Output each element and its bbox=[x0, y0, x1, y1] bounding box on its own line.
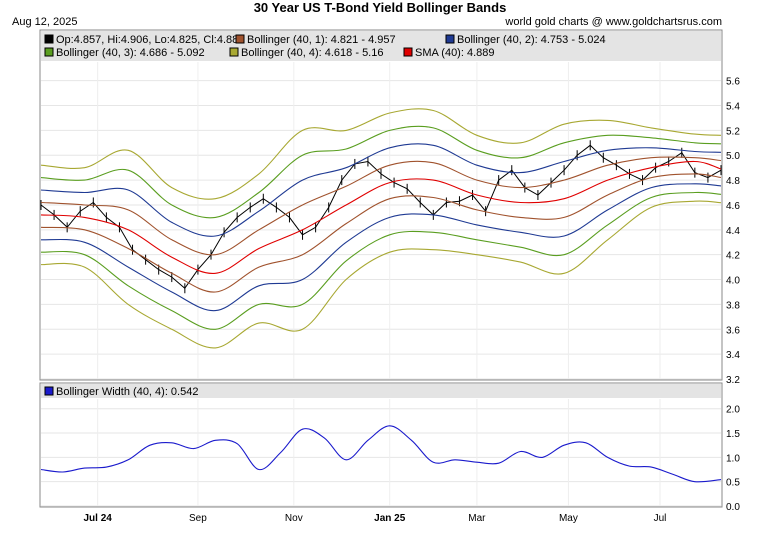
price-y-tick-label: 5.4 bbox=[726, 102, 740, 113]
chart-source: world gold charts @ www.goldchartsrus.co… bbox=[504, 16, 722, 28]
series-line-bollinger-40-4-lower bbox=[40, 200, 722, 349]
legend-label-bb4: Bollinger (40, 4): 4.618 - 5.16 bbox=[241, 47, 383, 59]
x-tick-label: Mar bbox=[468, 513, 486, 524]
price-y-ticks: 3.2 3.4 3.6 3.8 4.0 4.2 4.4 4.6 4.8 5.0 5.2 5.4 5.6 bbox=[726, 77, 740, 386]
legend-swatch-sma bbox=[403, 47, 413, 57]
width-y-tick-label: 1.5 bbox=[726, 429, 740, 440]
x-tick-label: Nov bbox=[285, 513, 303, 524]
x-tick-label: May bbox=[559, 513, 578, 524]
price-y-tick-label: 5.6 bbox=[726, 77, 740, 88]
series-line-bollinger-40-2-lower bbox=[40, 183, 722, 312]
price-y-tick-label: 4.8 bbox=[726, 176, 740, 187]
width-series-group bbox=[40, 425, 722, 483]
x-tick-label: Sep bbox=[189, 513, 207, 524]
legend-label-sma: SMA (40): 4.889 bbox=[415, 47, 495, 59]
price-y-tick-label: 3.8 bbox=[726, 300, 740, 311]
series-line-bollinger-width bbox=[40, 425, 722, 483]
legend-swatch-bb3 bbox=[44, 47, 54, 57]
price-y-tick-label: 4.0 bbox=[726, 276, 740, 287]
width-panel-frame bbox=[39, 382, 723, 508]
series-line-bollinger-40-3-lower bbox=[40, 191, 722, 330]
width-grid bbox=[41, 399, 721, 507]
width-y-tick-label: 0.0 bbox=[726, 502, 740, 513]
width-y-tick-label: 2.0 bbox=[726, 405, 740, 416]
chart-title: 30 Year US T-Bond Yield Bollinger Bands bbox=[254, 0, 507, 15]
price-series-group bbox=[40, 108, 722, 349]
legend-swatch-bb1 bbox=[235, 34, 245, 44]
price-y-tick-label: 3.2 bbox=[726, 375, 740, 386]
legend-label-bb2: Bollinger (40, 2): 4.753 - 5.024 bbox=[457, 34, 606, 46]
chart-date: Aug 12, 2025 bbox=[12, 16, 77, 28]
price-y-tick-label: 4.4 bbox=[726, 226, 740, 237]
series-line-sma-40 bbox=[40, 160, 722, 274]
x-axis-ticks: Jul 24 Sep Nov Jan 25 Mar May Jul bbox=[83, 513, 666, 524]
price-legend-background bbox=[41, 31, 721, 61]
x-tick-label: Jan 25 bbox=[374, 513, 406, 524]
series-line-bollinger-40-1-upper bbox=[40, 156, 722, 256]
price-y-tick-label: 4.6 bbox=[726, 201, 740, 212]
price-grid bbox=[41, 62, 721, 380]
series-line-bollinger-40-1-lower bbox=[40, 173, 722, 293]
legend-swatch-ohlc bbox=[44, 34, 54, 44]
width-y-tick-label: 0.5 bbox=[726, 478, 740, 489]
width-legend-background bbox=[41, 384, 721, 398]
price-y-tick-label: 5.0 bbox=[726, 151, 740, 162]
series-line-bollinger-40-2-upper bbox=[40, 143, 722, 237]
legend-swatch-width bbox=[44, 386, 54, 396]
legend-label-width: Bollinger Width (40, 4): 0.542 bbox=[56, 386, 198, 398]
x-tick-label: Jul 24 bbox=[83, 513, 112, 524]
legend-label-bb1: Bollinger (40, 1): 4.821 - 4.957 bbox=[247, 34, 396, 46]
series-line-bollinger-40-3-upper bbox=[40, 125, 722, 219]
x-tick-label: Jul bbox=[654, 513, 667, 524]
price-y-tick-label: 3.6 bbox=[726, 325, 740, 336]
legend-label-ohlc: Op:4.857, Hi:4.906, Lo:4.825, Cl:4.885 bbox=[56, 34, 244, 46]
price-y-tick-label: 5.2 bbox=[726, 126, 740, 137]
legend-swatch-bb4 bbox=[229, 47, 239, 57]
width-y-ticks: 0.0 0.5 1.0 1.5 2.0 bbox=[726, 405, 740, 513]
legend-label-bb3: Bollinger (40, 3): 4.686 - 5.092 bbox=[56, 47, 205, 59]
legend-swatch-bb2 bbox=[445, 34, 455, 44]
price-y-tick-label: 4.2 bbox=[726, 251, 740, 262]
price-y-tick-label: 3.4 bbox=[726, 350, 740, 361]
width-y-tick-label: 1.0 bbox=[726, 453, 740, 464]
series-line-bollinger-40-4-upper bbox=[40, 108, 722, 200]
